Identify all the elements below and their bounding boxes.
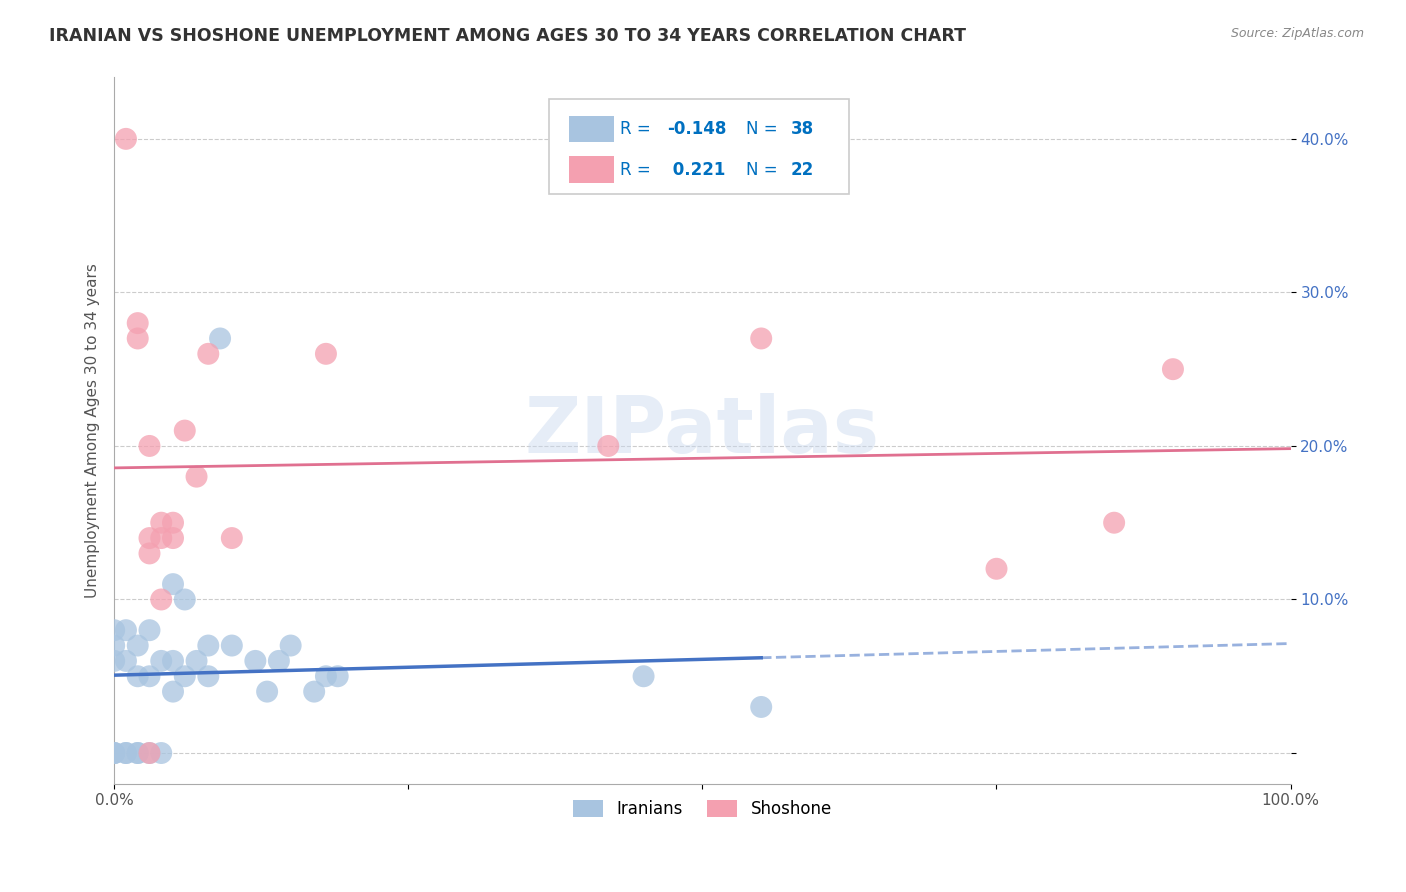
Point	[173, 424, 195, 438]
Point	[197, 639, 219, 653]
Point	[221, 531, 243, 545]
Point	[162, 531, 184, 545]
Text: R =: R =	[620, 120, 657, 138]
Point	[138, 546, 160, 560]
Point	[245, 654, 267, 668]
Text: 22: 22	[790, 161, 814, 178]
Point	[138, 746, 160, 760]
Point	[209, 331, 232, 345]
Point	[173, 669, 195, 683]
Point	[103, 746, 125, 760]
FancyBboxPatch shape	[569, 116, 614, 143]
Point	[150, 654, 173, 668]
Point	[115, 623, 138, 637]
Point	[162, 577, 184, 591]
Point	[103, 639, 125, 653]
Point	[986, 562, 1008, 576]
Point	[1102, 516, 1125, 530]
Text: -0.148: -0.148	[666, 120, 727, 138]
FancyBboxPatch shape	[569, 156, 614, 183]
Text: 0.221: 0.221	[666, 161, 725, 178]
Point	[749, 331, 772, 345]
Point	[138, 439, 160, 453]
Point	[103, 746, 125, 760]
Point	[598, 439, 620, 453]
Point	[127, 316, 149, 330]
Point	[127, 639, 149, 653]
Point	[173, 592, 195, 607]
Point	[127, 331, 149, 345]
Y-axis label: Unemployment Among Ages 30 to 34 years: Unemployment Among Ages 30 to 34 years	[86, 263, 100, 598]
Point	[150, 592, 173, 607]
Point	[115, 746, 138, 760]
Point	[302, 684, 325, 698]
Point	[103, 746, 125, 760]
Point	[115, 746, 138, 760]
Legend: Iranians, Shoshone: Iranians, Shoshone	[567, 793, 839, 825]
Point	[138, 623, 160, 637]
Point	[221, 639, 243, 653]
Point	[150, 746, 173, 760]
Point	[103, 623, 125, 637]
Point	[115, 654, 138, 668]
Point	[138, 746, 160, 760]
Point	[127, 746, 149, 760]
Point	[162, 516, 184, 530]
Point	[749, 700, 772, 714]
Point	[1161, 362, 1184, 376]
Text: R =: R =	[620, 161, 657, 178]
Text: ZIPatlas: ZIPatlas	[524, 392, 880, 468]
Point	[162, 684, 184, 698]
Text: Source: ZipAtlas.com: Source: ZipAtlas.com	[1230, 27, 1364, 40]
Point	[150, 516, 173, 530]
Point	[150, 531, 173, 545]
Point	[326, 669, 349, 683]
Point	[138, 669, 160, 683]
Text: N =: N =	[747, 161, 783, 178]
Point	[633, 669, 655, 683]
FancyBboxPatch shape	[550, 99, 849, 194]
Point	[197, 669, 219, 683]
Text: 38: 38	[790, 120, 814, 138]
Text: IRANIAN VS SHOSHONE UNEMPLOYMENT AMONG AGES 30 TO 34 YEARS CORRELATION CHART: IRANIAN VS SHOSHONE UNEMPLOYMENT AMONG A…	[49, 27, 966, 45]
Point	[127, 746, 149, 760]
Point	[315, 669, 337, 683]
Point	[267, 654, 290, 668]
Text: N =: N =	[747, 120, 783, 138]
Point	[256, 684, 278, 698]
Point	[186, 469, 208, 483]
Point	[115, 132, 138, 146]
Point	[280, 639, 302, 653]
Point	[186, 654, 208, 668]
Point	[162, 654, 184, 668]
Point	[138, 531, 160, 545]
Point	[103, 654, 125, 668]
Point	[315, 347, 337, 361]
Point	[197, 347, 219, 361]
Point	[127, 669, 149, 683]
